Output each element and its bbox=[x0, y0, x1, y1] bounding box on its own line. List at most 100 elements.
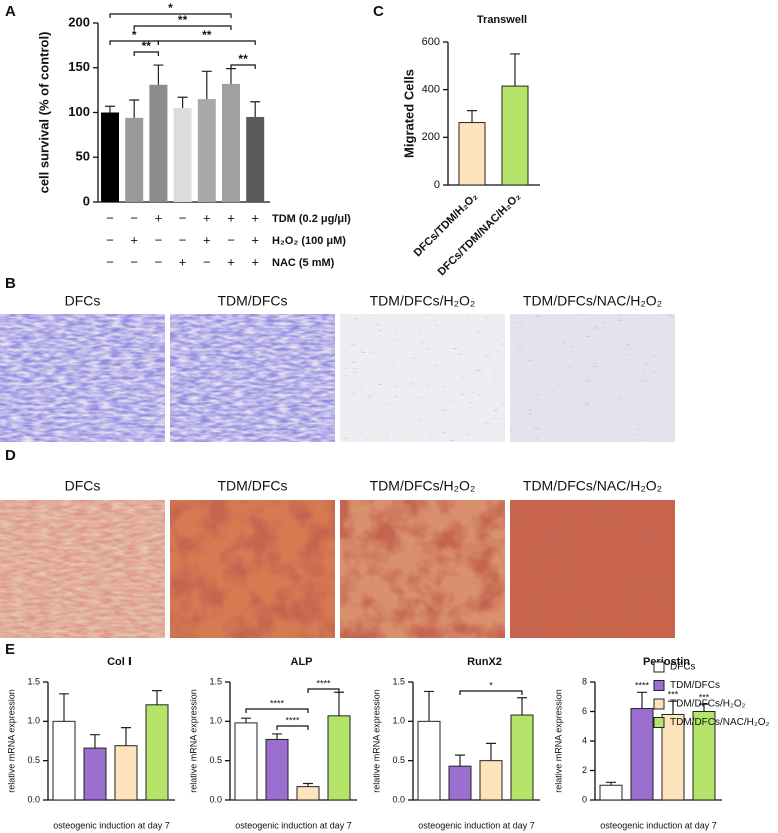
treatment-sign: − bbox=[179, 232, 187, 247]
y-axis-label: relative mRNA expression bbox=[371, 689, 381, 793]
significance-label: ** bbox=[142, 39, 152, 53]
y-tick-label: 1.0 bbox=[209, 716, 222, 726]
error-bar bbox=[510, 53, 520, 87]
y-tick-label: 0.5 bbox=[209, 755, 222, 765]
treatment-sign: + bbox=[251, 232, 259, 247]
micrograph-texture bbox=[0, 314, 165, 442]
significance-label: *** bbox=[699, 693, 710, 703]
bracket bbox=[307, 688, 340, 693]
y-tick-label: 600 bbox=[422, 36, 440, 48]
y-tick-label: 50 bbox=[76, 149, 90, 164]
error-bar bbox=[517, 697, 527, 716]
error-bar bbox=[90, 734, 100, 749]
image-title: TDM/DFCs/H₂O₂ bbox=[370, 478, 476, 494]
y-tick-label: 0.0 bbox=[392, 794, 405, 804]
micrograph-texture bbox=[0, 500, 165, 638]
bar bbox=[599, 784, 623, 801]
chart: ALP relative mRNA expression 0.0 0.5 1.0 1.5 o… bbox=[188, 656, 357, 830]
bar bbox=[173, 108, 192, 202]
error-bar bbox=[637, 691, 647, 709]
image-title: DFCs bbox=[65, 478, 101, 494]
y-tick-label: 0 bbox=[434, 179, 440, 191]
treatment-sign: − bbox=[106, 210, 114, 225]
y-tick-label: 1.0 bbox=[392, 716, 405, 726]
error-bar bbox=[334, 691, 344, 716]
significance-label: * bbox=[168, 1, 173, 15]
legend-swatch bbox=[653, 698, 665, 710]
images-d bbox=[0, 500, 675, 638]
y-tick-label: 150 bbox=[68, 59, 90, 74]
bar bbox=[479, 760, 503, 801]
error-bar bbox=[486, 742, 496, 761]
treatment-sign: − bbox=[203, 254, 211, 269]
micrograph-texture bbox=[170, 500, 335, 638]
treatment-sign: + bbox=[203, 210, 211, 225]
error-bar bbox=[129, 99, 140, 118]
error-bar bbox=[250, 101, 261, 117]
error-bar bbox=[152, 690, 162, 705]
image-title: DFCs bbox=[65, 293, 101, 309]
y-tick-label: 1.0 bbox=[27, 716, 40, 726]
bar bbox=[149, 84, 168, 202]
treatment-label: H₂O₂ (100 μM) bbox=[272, 235, 346, 247]
error-bar bbox=[226, 68, 236, 84]
y-tick-label: 0.5 bbox=[392, 755, 405, 765]
bar bbox=[510, 714, 534, 801]
y-tick-label: 0 bbox=[83, 193, 90, 208]
bracket bbox=[109, 13, 232, 18]
bar bbox=[630, 708, 654, 801]
treatment-sign: + bbox=[130, 232, 138, 247]
image-title: TDM/DFCs/NAC/H₂O₂ bbox=[523, 293, 662, 309]
treatment-label: TDM (0.2 μg/μl) bbox=[272, 213, 351, 225]
treatment-sign: + bbox=[227, 210, 235, 225]
significance-label: **** bbox=[285, 715, 300, 725]
bar bbox=[448, 765, 472, 801]
treatment-sign: − bbox=[155, 232, 163, 247]
micrograph-texture bbox=[510, 500, 675, 638]
y-tick-label: 6 bbox=[582, 706, 587, 716]
treatment-sign: + bbox=[251, 254, 259, 269]
micrograph-texture bbox=[170, 314, 335, 442]
bracket bbox=[459, 690, 523, 695]
y-tick-label: 0.0 bbox=[209, 794, 222, 804]
legend-swatch bbox=[653, 680, 665, 691]
y-tick-label: 0 bbox=[582, 794, 587, 804]
treatment-sign: + bbox=[155, 210, 163, 225]
bracket bbox=[276, 725, 309, 730]
bar bbox=[125, 117, 144, 202]
treatment-sign: + bbox=[203, 232, 211, 247]
bar bbox=[52, 720, 76, 801]
chart: RunX2 relative mRNA expression 0.0 0.5 1.0 1.… bbox=[371, 656, 540, 830]
bar bbox=[114, 745, 138, 801]
significance-label: * bbox=[132, 28, 137, 42]
bar bbox=[265, 738, 289, 801]
treatment-sign: − bbox=[227, 232, 235, 247]
treatment-sign: + bbox=[227, 254, 235, 269]
bracket bbox=[245, 708, 309, 713]
y-tick-label: 1.5 bbox=[392, 676, 405, 686]
error-bar bbox=[153, 64, 164, 85]
error-bar bbox=[455, 754, 465, 767]
image-title: TDM/DFCs bbox=[218, 478, 288, 494]
micrograph-texture bbox=[340, 314, 505, 442]
bar bbox=[234, 722, 258, 801]
x-axis-label: osteogenic induction at day 7 bbox=[600, 820, 717, 830]
y-axis-label: relative mRNA expression bbox=[553, 689, 563, 793]
y-axis-label: relative mRNA expression bbox=[6, 689, 16, 793]
x-axis-label: osteogenic induction at day 7 bbox=[418, 820, 535, 830]
treatment-sign: + bbox=[179, 254, 187, 269]
y-axis-label: relative mRNA expression bbox=[188, 689, 198, 793]
legend-swatch bbox=[653, 661, 665, 673]
bar bbox=[501, 85, 529, 186]
bar bbox=[145, 704, 169, 801]
chart: Transwell Migrated Cells 0 200 400 600 DFCs/TD… bbox=[401, 14, 540, 278]
y-tick-label: 0.0 bbox=[27, 794, 40, 804]
treatment-label: NAC (5 mM) bbox=[272, 257, 335, 269]
x-tick-label: DFCs/TDM/NAC/H₂O₂ bbox=[436, 191, 524, 279]
treatment-sign: − bbox=[106, 232, 114, 247]
y-tick-label: 1.5 bbox=[27, 676, 40, 686]
y-tick-label: 100 bbox=[68, 104, 90, 119]
panel-letter: C bbox=[373, 3, 384, 20]
y-tick-label: 200 bbox=[68, 14, 90, 29]
